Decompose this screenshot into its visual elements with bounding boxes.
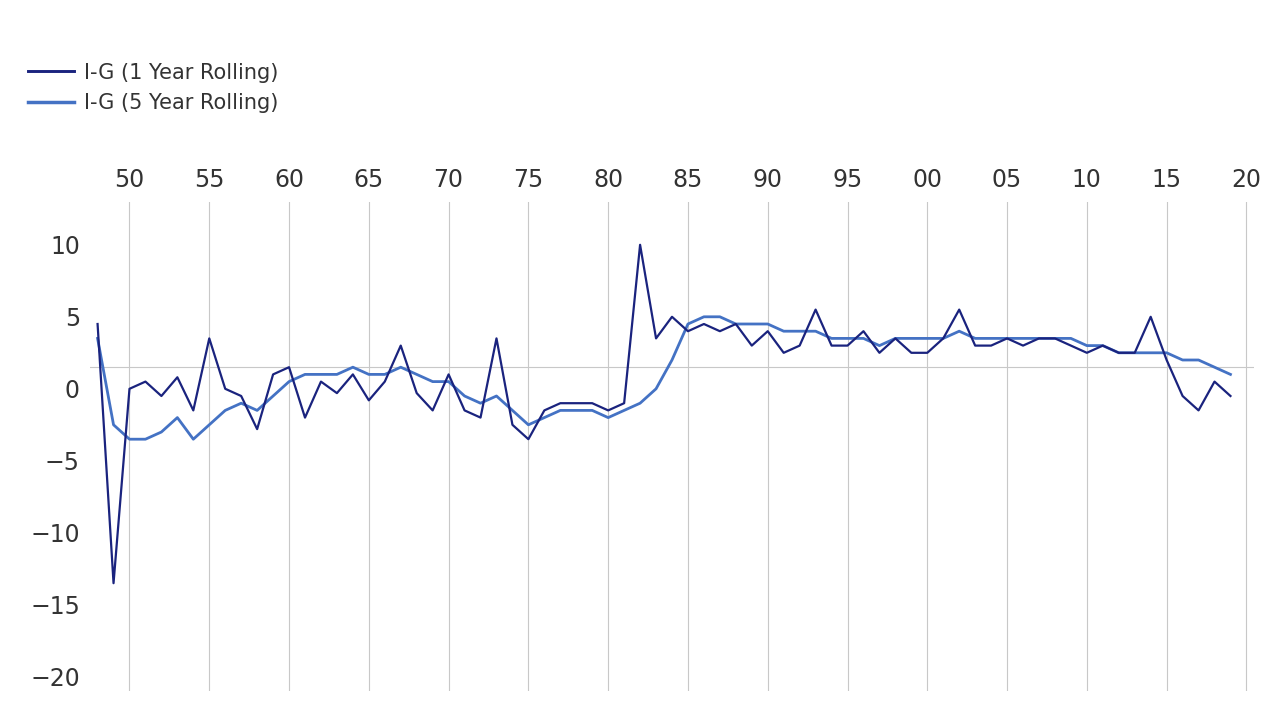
I-G (1 Year Rolling): [760, 327, 776, 336]
I-G (5 Year Rolling): [1222, 370, 1238, 379]
I-G (5 Year Rolling): [840, 334, 855, 343]
Line: I-G (1 Year Rolling): I-G (1 Year Rolling): [97, 245, 1230, 583]
I-G (1 Year Rolling): [265, 370, 280, 379]
Line: I-G (5 Year Rolling): I-G (5 Year Rolling): [97, 317, 1230, 439]
I-G (5 Year Rolling): [265, 392, 280, 400]
I-G (1 Year Rolling): [840, 341, 855, 350]
I-G (5 Year Rolling): [760, 320, 776, 328]
I-G (5 Year Rolling): [888, 334, 904, 343]
I-G (1 Year Rolling): [1158, 356, 1174, 364]
I-G (5 Year Rolling): [696, 312, 712, 321]
Legend: I-G (1 Year Rolling), I-G (5 Year Rolling): I-G (1 Year Rolling), I-G (5 Year Rollin…: [19, 55, 287, 122]
I-G (5 Year Rolling): [122, 435, 137, 444]
I-G (5 Year Rolling): [1158, 348, 1174, 357]
I-G (1 Year Rolling): [632, 240, 648, 249]
I-G (1 Year Rolling): [106, 579, 122, 588]
I-G (5 Year Rolling): [90, 334, 105, 343]
I-G (1 Year Rolling): [1222, 392, 1238, 400]
I-G (1 Year Rolling): [90, 320, 105, 328]
I-G (1 Year Rolling): [489, 334, 504, 343]
I-G (5 Year Rolling): [489, 392, 504, 400]
I-G (1 Year Rolling): [888, 334, 904, 343]
